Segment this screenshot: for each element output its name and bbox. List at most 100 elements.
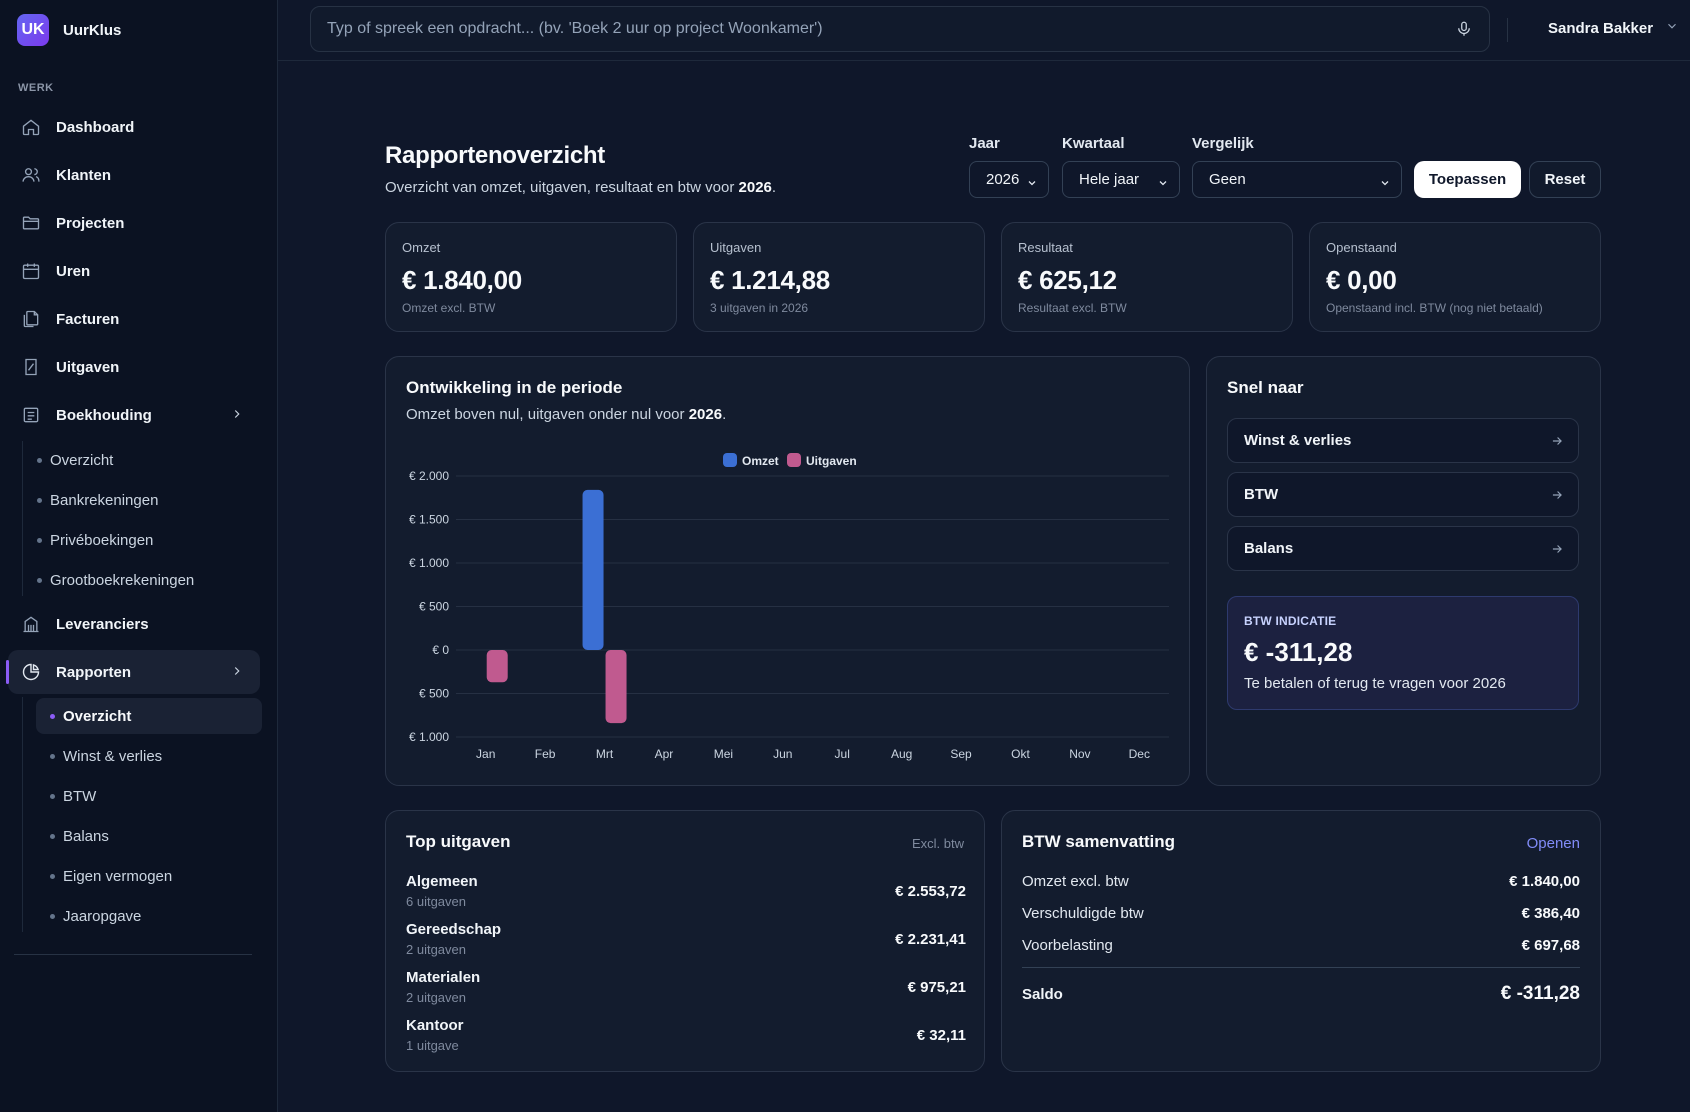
nav-uren[interactable]: Uren bbox=[8, 249, 260, 293]
quick-link-btw[interactable]: BTW bbox=[1227, 472, 1579, 517]
jaar-select[interactable]: 2026 bbox=[969, 161, 1049, 198]
users-icon bbox=[20, 164, 42, 186]
expense-name: Kantoor bbox=[406, 1017, 464, 1034]
expense-name: Gereedschap bbox=[406, 921, 502, 938]
kwartaal-label: Kwartaal bbox=[1062, 135, 1125, 152]
x-tick-label: Apr bbox=[655, 747, 674, 761]
bullet-icon bbox=[50, 713, 55, 719]
btw-summary-key: Omzet excl. btw bbox=[1022, 873, 1129, 890]
apply-button[interactable]: Toepassen bbox=[1414, 161, 1521, 198]
boekhouding-submenu: Overzicht Bankrekeningen Privéboekingen … bbox=[22, 441, 194, 596]
top-expenses-tag: Excl. btw bbox=[911, 836, 964, 851]
nav-dashboard[interactable]: Dashboard bbox=[8, 105, 260, 149]
btw-summary-value: € 386,40 bbox=[1521, 905, 1580, 922]
btw-summary-key: Verschuldigde btw bbox=[1022, 905, 1144, 922]
x-tick-label: Nov bbox=[1069, 747, 1090, 761]
nav-boekhouding[interactable]: Boekhouding bbox=[8, 393, 260, 437]
nav-label: Uitgaven bbox=[56, 358, 120, 376]
btw-summary-card: BTW samenvatting Openen Omzet excl. btw … bbox=[1001, 810, 1601, 1072]
stat-note: Omzet excl. BTW bbox=[402, 301, 496, 315]
expense-amount: € 32,11 bbox=[916, 1027, 966, 1044]
x-tick-label: Jan bbox=[476, 747, 495, 761]
legend-swatch-omzet bbox=[723, 453, 737, 467]
subnav-winst-verlies[interactable]: Winst & verlies bbox=[36, 738, 262, 774]
app-logo: UK bbox=[17, 14, 49, 46]
page-subtitle: Overzicht van omzet, uitgaven, resultaat… bbox=[385, 179, 776, 196]
nav-uitgaven[interactable]: Uitgaven bbox=[8, 345, 260, 389]
y-tick-label: € 1.000 bbox=[409, 556, 449, 570]
user-name: Sandra Bakker bbox=[1548, 19, 1654, 37]
expense-row: Algemeen 6 uitgaven € 2.553,72 bbox=[406, 873, 966, 913]
jaar-value: 2026 bbox=[986, 171, 1020, 188]
nav-klanten[interactable]: Klanten bbox=[8, 153, 260, 197]
stat-card-omzet: Omzet € 1.840,00 Omzet excl. BTW bbox=[385, 222, 677, 332]
btw-summary-divider bbox=[1022, 967, 1580, 968]
expense-count: 6 uitgaven bbox=[406, 894, 466, 909]
bullet-icon bbox=[50, 753, 55, 759]
subnav-btw[interactable]: BTW bbox=[36, 778, 262, 814]
btw-summary-row: Voorbelasting € 697,68 bbox=[1022, 937, 1580, 961]
bullet-icon bbox=[50, 913, 55, 919]
bullet-icon bbox=[50, 833, 55, 839]
stat-value: € 625,12 bbox=[1018, 265, 1117, 295]
nav-rapporten[interactable]: Rapporten bbox=[6, 650, 260, 694]
bullet-icon bbox=[37, 577, 42, 583]
expense-row: Kantoor 1 uitgave € 32,11 bbox=[406, 1017, 966, 1057]
expense-row: Gereedschap 2 uitgaven € 2.231,41 bbox=[406, 921, 966, 961]
top-expenses-card: Top uitgaven Excl. btw Algemeen 6 uitgav… bbox=[385, 810, 985, 1072]
chevron-right-icon bbox=[230, 664, 244, 682]
vergelijk-select[interactable]: Geen bbox=[1192, 161, 1402, 198]
btw-saldo-label: Saldo bbox=[1022, 986, 1063, 1003]
command-input[interactable]: Typ of spreek een opdracht... (bv. 'Boek… bbox=[310, 6, 1490, 52]
user-menu[interactable]: Sandra Bakker bbox=[1548, 19, 1679, 37]
stat-value: € 1.840,00 bbox=[402, 265, 522, 295]
btw-indicatie-value: € -311,28 bbox=[1244, 637, 1353, 667]
reset-button[interactable]: Reset bbox=[1529, 161, 1601, 198]
y-tick-label: € 500 bbox=[419, 687, 449, 701]
subnav-grootboekrekeningen[interactable]: Grootboekrekeningen bbox=[23, 562, 249, 598]
home-icon bbox=[20, 116, 42, 138]
x-tick-label: Feb bbox=[535, 747, 556, 761]
chevron-down-icon bbox=[1665, 19, 1679, 37]
btw-saldo-row: Saldo € -311,28 bbox=[1022, 983, 1580, 1010]
nav-facturen[interactable]: Facturen bbox=[8, 297, 260, 341]
receipt-icon bbox=[20, 356, 42, 378]
nav-label: Rapporten bbox=[56, 663, 131, 681]
pie-chart-icon bbox=[20, 661, 42, 683]
subnav-balans[interactable]: Balans bbox=[36, 818, 262, 854]
quick-title: Snel naar bbox=[1227, 378, 1304, 397]
btw-summary-value: € 1.840,00 bbox=[1509, 873, 1580, 890]
nav-projecten[interactable]: Projecten bbox=[8, 201, 260, 245]
chart-subtitle-suffix: . bbox=[722, 406, 727, 423]
stat-label: Uitgaven bbox=[710, 240, 762, 255]
btw-summary-title: BTW samenvatting bbox=[1022, 832, 1176, 851]
chevron-right-icon bbox=[230, 407, 244, 425]
subnav-bankrekeningen[interactable]: Bankrekeningen bbox=[23, 482, 249, 518]
kwartaal-select[interactable]: Hele jaar bbox=[1062, 161, 1180, 198]
brand[interactable]: UK UurKlus bbox=[0, 0, 277, 60]
documents-icon bbox=[20, 308, 42, 330]
bar-chart: € 2.000 € 1.500 € 1.000 € 500 € 0 € 500 € 1.00… bbox=[409, 453, 1169, 761]
expense-name: Materialen bbox=[406, 969, 481, 986]
subnav-boekhouding-overzicht[interactable]: Overzicht bbox=[23, 442, 249, 478]
subnav-label: Overzicht bbox=[50, 451, 114, 469]
btw-summary-open-link[interactable]: Openen bbox=[1526, 835, 1580, 852]
quick-link-winst-verlies[interactable]: Winst & verlies bbox=[1227, 418, 1579, 463]
btw-summary-row: Verschuldigde btw € 386,40 bbox=[1022, 905, 1580, 929]
ledger-icon bbox=[20, 404, 42, 426]
stat-note: Resultaat excl. BTW bbox=[1018, 301, 1127, 315]
subnav-rapporten-overzicht[interactable]: Overzicht bbox=[36, 698, 262, 734]
nav-leveranciers[interactable]: Leveranciers bbox=[8, 602, 260, 646]
subnav-jaaropgave[interactable]: Jaaropgave bbox=[36, 898, 262, 934]
stat-value: € 0,00 bbox=[1326, 265, 1397, 295]
quick-link-label: Balans bbox=[1244, 540, 1294, 557]
bar-uitgaven-mrt bbox=[605, 650, 627, 724]
subnav-eigen-vermogen[interactable]: Eigen vermogen bbox=[36, 858, 262, 894]
bar-omzet-mrt bbox=[582, 489, 604, 650]
building-icon bbox=[20, 613, 42, 635]
microphone-icon[interactable] bbox=[1455, 20, 1473, 43]
arrow-right-icon bbox=[1550, 542, 1564, 560]
quick-link-balans[interactable]: Balans bbox=[1227, 526, 1579, 571]
subnav-priveboekingen[interactable]: Privéboekingen bbox=[23, 522, 249, 558]
page-title: Rapportenoverzicht bbox=[385, 142, 605, 169]
